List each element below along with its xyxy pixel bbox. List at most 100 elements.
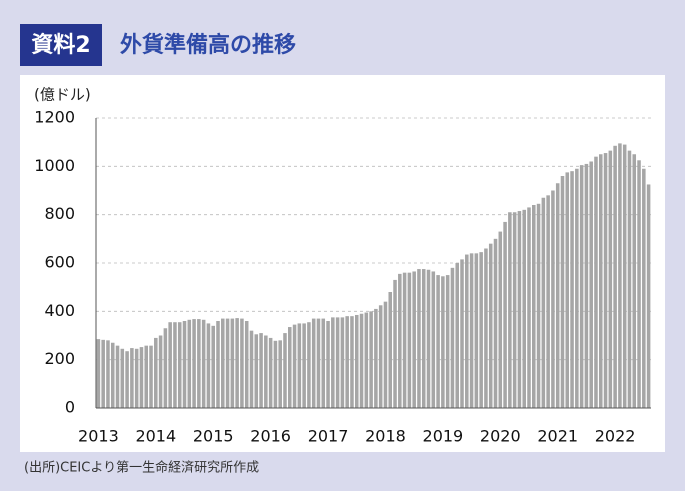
bar [254,334,259,408]
bar [402,272,407,408]
bar [536,203,541,408]
bar [297,323,302,408]
bar [479,252,483,408]
bar [474,253,479,408]
bar [522,209,526,408]
bar [144,345,149,408]
bar [211,325,215,408]
bar [201,319,206,408]
bar [359,313,364,408]
bar [532,205,536,408]
bar [230,318,235,408]
bar [192,319,196,408]
bar [225,318,230,408]
bar [115,345,120,408]
bar [374,308,378,408]
bar [469,253,474,408]
bar [455,263,459,408]
bar [555,183,560,408]
bar [331,317,335,408]
bar [460,259,464,408]
bar [546,195,550,408]
bar [268,337,273,408]
bar [197,319,201,408]
bar [187,319,192,408]
bar [139,347,144,408]
bar [177,322,182,408]
bar [302,323,306,408]
bar [584,163,589,408]
bar [110,342,115,408]
y-tick-label: 1200 [34,108,75,127]
bar [340,317,345,408]
bar [288,327,292,408]
bar [445,275,450,408]
bar [637,160,641,408]
x-tick-label: 2016 [250,427,291,446]
bar [206,323,211,408]
bar [393,279,397,408]
x-tick-label: 2019 [423,427,464,446]
bar [407,272,412,408]
bar [311,318,316,408]
bar [508,212,512,408]
chart-title: 外貨準備高の推移 [120,32,296,58]
bar [618,143,622,408]
header-box [20,24,102,66]
bar [354,314,359,408]
bar [292,324,297,408]
bar [493,238,498,408]
bar [565,172,570,408]
y-axis-label: (億ドル) [34,86,91,104]
bar [221,318,225,408]
bar [350,316,354,408]
bar [316,318,321,408]
bar [512,212,517,408]
bar [120,348,125,408]
y-tick-label: 200 [44,349,75,368]
bar [235,318,239,408]
x-tick-label: 2014 [135,427,176,446]
bar [527,207,531,408]
bar [273,340,278,408]
bar [364,312,369,408]
bar [125,351,129,408]
y-tick-label: 400 [44,301,75,320]
bar [182,321,187,408]
x-tick-label: 2017 [308,427,349,446]
bar [488,243,493,408]
bar [398,273,402,408]
bar [335,317,340,408]
bar [646,184,651,408]
bar [622,144,627,409]
bar [168,322,172,408]
bar [240,318,244,408]
bar [154,337,158,408]
y-tick-label: 0 [65,398,75,417]
bar [163,328,168,408]
bar [278,340,282,408]
bar [369,311,373,408]
bar [378,305,383,408]
bar [130,348,134,408]
bar [283,333,287,408]
y-tick-label: 1000 [34,156,75,175]
bar [632,154,637,408]
x-tick-label: 2022 [595,427,636,446]
bar [106,340,110,408]
bar [436,275,440,408]
bar [388,292,393,408]
bar [345,316,349,408]
bar [603,153,608,408]
bar [589,161,593,408]
source-note: (出所)CEICより第一生命経済研究所作成 [24,460,259,476]
bar [608,150,613,408]
bar [417,269,421,408]
bar [307,322,311,408]
bar [259,333,263,408]
bar [575,168,579,408]
bar [426,269,431,408]
bar [173,322,177,408]
